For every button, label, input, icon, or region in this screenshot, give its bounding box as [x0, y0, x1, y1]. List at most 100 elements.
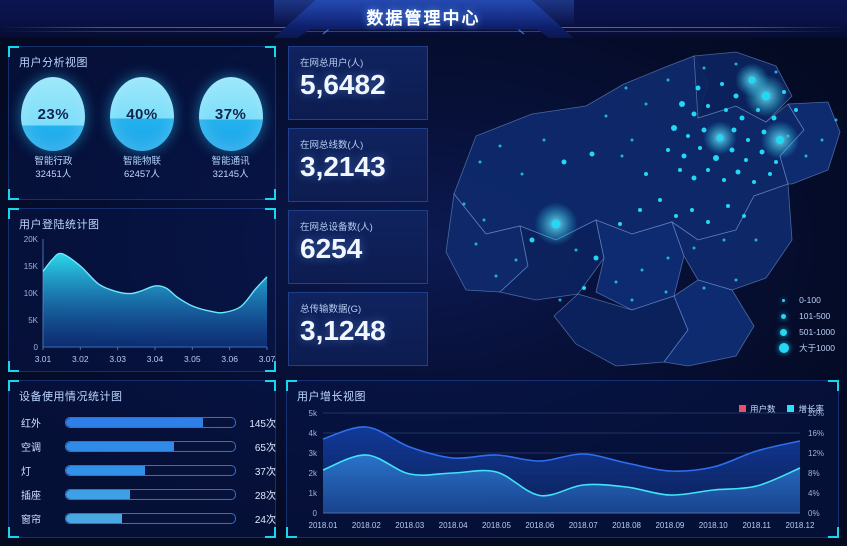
corner-bracket-br: [265, 189, 276, 200]
map-data-point[interactable]: [498, 144, 502, 148]
map-data-point[interactable]: [731, 127, 737, 133]
map-data-point[interactable]: [722, 238, 726, 242]
map-data-point[interactable]: [624, 86, 628, 90]
map-data-point[interactable]: [691, 111, 697, 117]
map-data-point[interactable]: [706, 104, 710, 108]
map-data-point[interactable]: [744, 158, 748, 162]
map-data-point[interactable]: [726, 204, 730, 208]
map-data-point[interactable]: [666, 256, 670, 260]
map-data-point[interactable]: [804, 154, 808, 158]
map-data-point[interactable]: [768, 172, 772, 176]
legend-label: 用户数: [749, 404, 776, 414]
map-data-point[interactable]: [734, 62, 738, 66]
map-data-point[interactable]: [638, 208, 642, 212]
map-data-point[interactable]: [722, 178, 726, 182]
map-data-point[interactable]: [733, 93, 739, 99]
map-data-point[interactable]: [774, 160, 778, 164]
map-data-point[interactable]: [729, 147, 735, 153]
map-data-point[interactable]: [644, 102, 648, 106]
corner-bracket-bl: [8, 189, 19, 200]
map-data-point[interactable]: [695, 85, 701, 91]
map-data-point[interactable]: [582, 286, 586, 290]
map-data-point[interactable]: [776, 136, 784, 144]
map-data-point[interactable]: [761, 91, 771, 101]
map-data-point[interactable]: [820, 138, 824, 142]
map-data-point[interactable]: [702, 286, 706, 290]
gauge-2: 40% 智能物联 62457人: [104, 77, 180, 182]
map-data-point[interactable]: [759, 149, 765, 155]
map-data-point[interactable]: [678, 168, 682, 172]
map-data-point[interactable]: [724, 108, 728, 112]
map-data-point[interactable]: [834, 118, 838, 122]
device-bar-fill: [66, 465, 146, 475]
map-data-point[interactable]: [716, 134, 724, 142]
map-data-point[interactable]: [782, 90, 786, 94]
map-data-point[interactable]: [666, 78, 670, 82]
map-data-point[interactable]: [589, 151, 595, 157]
map-data-point[interactable]: [658, 198, 662, 202]
map-data-point[interactable]: [794, 108, 798, 112]
map-data-point[interactable]: [690, 208, 694, 212]
map-data-point[interactable]: [542, 138, 546, 142]
svg-text:5k: 5k: [309, 409, 318, 418]
map-data-point[interactable]: [630, 298, 634, 302]
map-data-point[interactable]: [529, 237, 535, 243]
map-data-point[interactable]: [614, 280, 618, 284]
map-data-point[interactable]: [706, 168, 710, 172]
map-data-point[interactable]: [774, 70, 778, 74]
map-legend-label: 大于1000: [799, 343, 835, 353]
map-data-point[interactable]: [713, 155, 719, 161]
map-data-point[interactable]: [771, 115, 777, 121]
map-data-point[interactable]: [686, 134, 690, 138]
map-data-point[interactable]: [692, 246, 696, 250]
map-data-point[interactable]: [520, 172, 524, 176]
map-data-point[interactable]: [754, 238, 758, 242]
map-data-point[interactable]: [640, 268, 644, 272]
map-data-point[interactable]: [674, 214, 678, 218]
map-data-point[interactable]: [720, 82, 724, 86]
corner-bracket-tl: [8, 46, 19, 57]
map-region[interactable]: [595, 219, 685, 311]
map-data-point[interactable]: [706, 220, 710, 224]
map-data-point[interactable]: [666, 148, 670, 152]
kpi-card-4: 总传输数据(G) 3,1248: [288, 292, 428, 366]
map-data-point[interactable]: [752, 180, 756, 184]
map-data-point[interactable]: [620, 154, 624, 158]
map-data-point[interactable]: [742, 214, 746, 218]
map-data-point[interactable]: [494, 274, 498, 278]
legend-item-1[interactable]: 用户数: [738, 403, 776, 415]
map-data-point[interactable]: [664, 290, 668, 294]
map-data-point[interactable]: [618, 222, 622, 226]
map-data-point[interactable]: [574, 248, 578, 252]
map-data-point[interactable]: [735, 169, 741, 175]
map-data-point[interactable]: [593, 255, 599, 261]
map-data-point[interactable]: [756, 108, 760, 112]
map-data-point[interactable]: [679, 101, 685, 107]
map-data-point[interactable]: [474, 242, 478, 246]
map-data-point[interactable]: [746, 138, 750, 142]
map-data-point[interactable]: [514, 258, 518, 262]
map-region[interactable]: [671, 183, 793, 291]
map-data-point[interactable]: [604, 114, 608, 118]
map-data-point[interactable]: [561, 159, 567, 165]
map-data-point[interactable]: [681, 153, 687, 159]
map-region[interactable]: [663, 279, 755, 367]
map-legend-label: 0-100: [799, 295, 821, 305]
map-data-point[interactable]: [644, 172, 648, 176]
map-data-point[interactable]: [739, 115, 745, 121]
map-data-point[interactable]: [558, 298, 562, 302]
map-data-point[interactable]: [786, 134, 790, 138]
device-chart-title: 设备使用情况统计图: [19, 391, 123, 403]
map-data-point[interactable]: [462, 202, 466, 206]
map-data-point[interactable]: [630, 138, 634, 142]
gauge-name: 智能行政: [34, 156, 73, 167]
map-data-point[interactable]: [671, 125, 677, 131]
map-data-point[interactable]: [734, 278, 738, 282]
map-data-point[interactable]: [702, 66, 706, 70]
map-data-point[interactable]: [482, 218, 486, 222]
map-data-point[interactable]: [691, 175, 697, 181]
legend-item-2[interactable]: 增长率: [787, 403, 824, 415]
map-data-point[interactable]: [551, 219, 561, 229]
map-data-point[interactable]: [698, 146, 702, 150]
map-data-point[interactable]: [478, 160, 482, 164]
